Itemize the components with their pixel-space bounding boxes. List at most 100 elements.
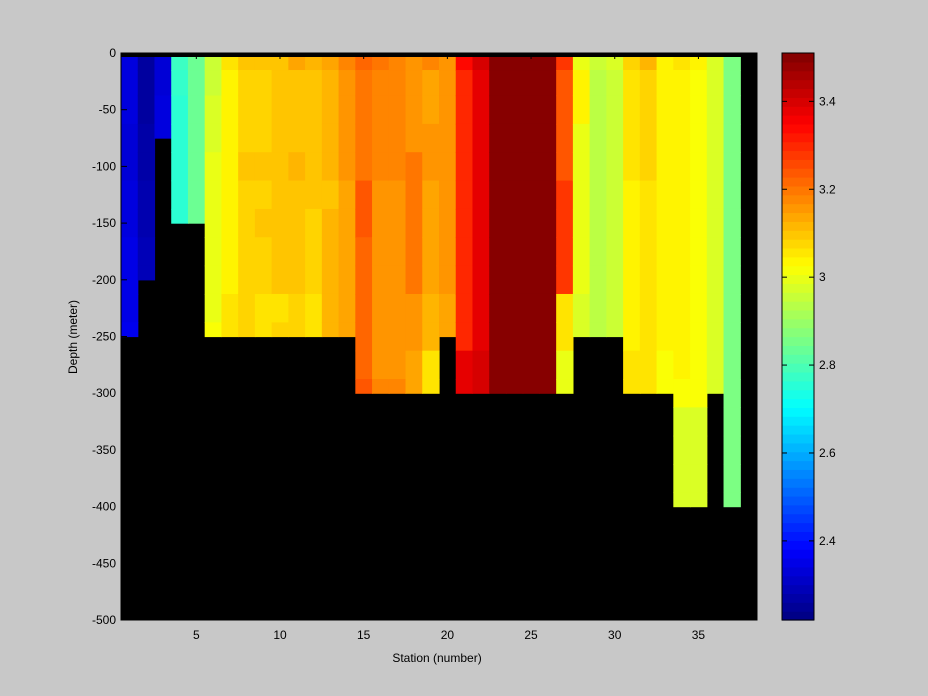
- heatmap-cell: [556, 123, 574, 153]
- heatmap-cell: [706, 70, 725, 97]
- heatmap-cell: [388, 293, 407, 323]
- heatmap-cell: [556, 293, 574, 323]
- plot-area: [120, 52, 758, 621]
- heatmap-cell: [388, 53, 407, 71]
- colorbar-band: [782, 292, 814, 302]
- colorbar-band: [782, 389, 814, 400]
- heatmap-cell: [556, 208, 574, 238]
- heatmap-cell: [254, 208, 273, 238]
- y-axis-ticks: 0 -50 -100 -150 -200 -250 -300 -350 -400 -450 -500: [92, 46, 757, 627]
- heatmap-cell: [355, 265, 373, 295]
- heatmap-cell: [723, 53, 741, 71]
- heatmap-cell: [355, 152, 373, 182]
- y-tick-label: -400: [92, 500, 116, 514]
- colorbar-band: [782, 531, 814, 541]
- heatmap-cell: [204, 322, 223, 338]
- heatmap-cell: [305, 208, 323, 238]
- heatmap-cell: [288, 180, 306, 210]
- colorbar-band: [782, 566, 814, 577]
- heatmap-cell: [338, 265, 356, 295]
- heatmap-cell: [455, 123, 474, 153]
- heatmap-cell: [204, 265, 223, 295]
- heatmap-cell: [656, 95, 674, 125]
- heatmap-cell: [472, 208, 490, 238]
- heatmap-cell: [254, 123, 273, 153]
- heatmap-cell: [572, 237, 591, 267]
- heatmap-cell: [187, 95, 206, 125]
- heatmap-cell: [472, 70, 490, 97]
- heatmap-cell: [338, 53, 356, 71]
- colorbar-band: [782, 106, 814, 116]
- heatmap-cell: [321, 293, 340, 323]
- heatmap-cell: [606, 152, 624, 182]
- heatmap-cell: [388, 350, 407, 380]
- heatmap-cell: [589, 180, 607, 210]
- heatmap-cell: [690, 293, 708, 323]
- heatmap-cell: [288, 70, 306, 97]
- heatmap-cell: [623, 379, 641, 394]
- heatmap-cell: [355, 95, 373, 125]
- heatmap-cell: [723, 322, 741, 352]
- heatmap-cell: [690, 435, 708, 465]
- heatmap-cell: [606, 95, 624, 125]
- colorbar-band: [782, 97, 814, 107]
- heatmap-cell: [254, 265, 273, 295]
- heatmap-cell: [539, 350, 557, 380]
- heatmap-cell: [405, 293, 423, 323]
- heatmap-cell: [639, 379, 658, 394]
- heatmap-cell: [589, 152, 607, 182]
- heatmap-cell: [422, 208, 440, 238]
- heatmap-cell: [706, 123, 725, 153]
- heatmap-cell: [372, 95, 390, 125]
- colorbar-band: [782, 363, 814, 373]
- heatmap-cell: [723, 492, 741, 508]
- heatmap-cell: [204, 237, 223, 267]
- heatmap-cell: [121, 293, 139, 323]
- heatmap-cell: [372, 53, 390, 71]
- heatmap-cell: [606, 123, 624, 153]
- heatmap-cell: [505, 70, 524, 97]
- heatmap-cell: [505, 95, 524, 125]
- colorbar-band: [782, 212, 814, 222]
- heatmap-cell: [321, 123, 340, 153]
- heatmap-cell: [656, 237, 674, 267]
- heatmap-cell: [372, 379, 390, 394]
- colorbar-band: [782, 451, 814, 462]
- x-tick-label: 15: [357, 628, 371, 642]
- heatmap-cell: [639, 70, 658, 97]
- heatmap-cell: [187, 70, 206, 97]
- heatmap-cell: [221, 95, 239, 125]
- x-tick-label: 25: [524, 628, 538, 642]
- heatmap-cell: [690, 237, 708, 267]
- heatmap-cell: [171, 53, 189, 71]
- heatmap-cell: [455, 208, 474, 238]
- heatmap-cell: [372, 180, 390, 210]
- heatmap-cell: [388, 237, 407, 267]
- heatmap-cell: [656, 350, 674, 380]
- colorbar-band: [782, 336, 814, 346]
- heatmap-cell: [589, 95, 607, 125]
- heatmap-cell: [221, 180, 239, 210]
- heatmap-cell: [489, 293, 507, 323]
- colorbar-band: [782, 611, 814, 621]
- heatmap-cell: [690, 152, 708, 182]
- heatmap-cell: [723, 435, 741, 465]
- heatmap-cell: [455, 70, 474, 97]
- colorbar-band: [782, 265, 814, 276]
- colorbar-band: [782, 478, 814, 488]
- colorbar-band: [782, 513, 814, 524]
- heatmap-cell: [639, 265, 658, 295]
- heatmap-cell: [673, 180, 691, 210]
- heatmap-cell: [522, 152, 541, 182]
- heatmap-cell: [171, 152, 189, 182]
- heatmap-cell: [656, 208, 674, 238]
- heatmap-cell: [221, 208, 239, 238]
- heatmap-cell: [690, 70, 708, 97]
- heatmap-cell: [522, 293, 541, 323]
- colorbar-band: [782, 549, 814, 559]
- heatmap-cell: [254, 293, 273, 323]
- heatmap-cell: [455, 95, 474, 125]
- colorbar-band: [782, 469, 814, 479]
- heatmap-cell: [639, 293, 658, 323]
